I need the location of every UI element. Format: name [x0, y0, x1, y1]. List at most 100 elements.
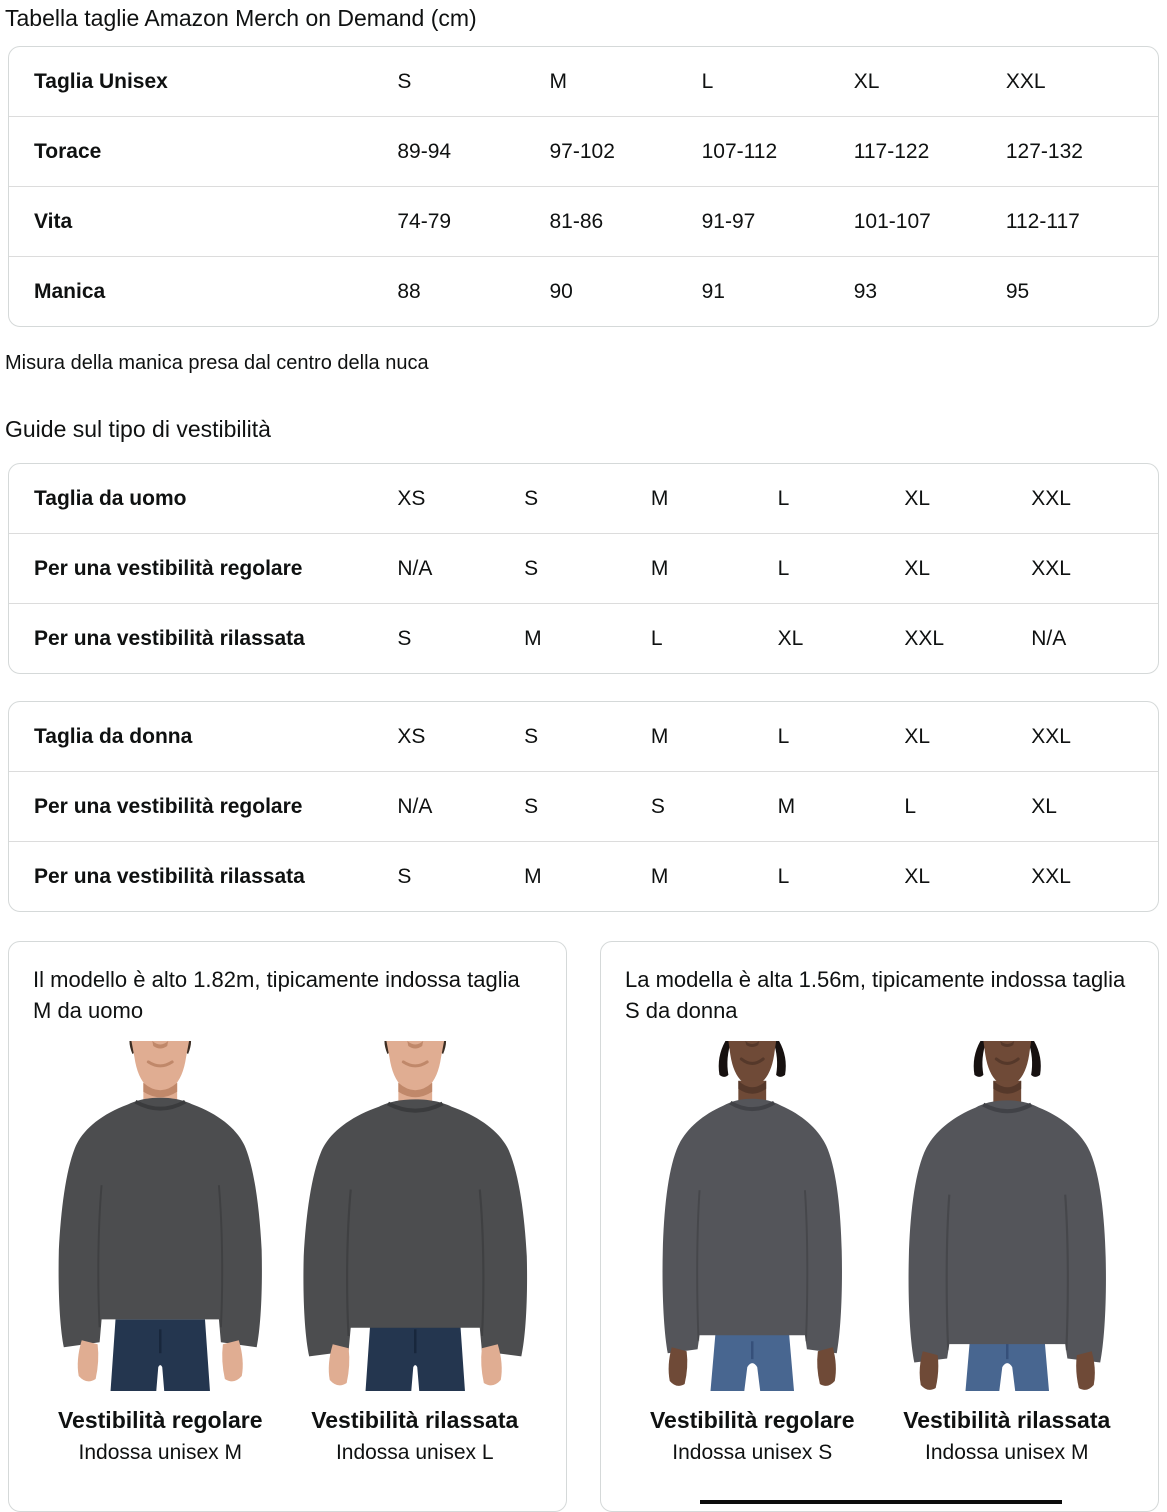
row-value: XXL: [904, 603, 1032, 673]
table-row: Taglia da donna XS S M L XL XXL: [9, 702, 1158, 772]
men-figure-relaxed: Vestibilità rilassata Indossa unisex L: [288, 1040, 543, 1465]
row-value: S: [397, 603, 525, 673]
row-value: XS: [397, 486, 426, 510]
table-row: Manica 88 90 91 93 95: [9, 256, 1158, 326]
model-hands: [328, 1344, 502, 1386]
row-value: 112-117: [1005, 186, 1158, 257]
woman-regular-photo: [662, 1041, 842, 1391]
row-label: Per una vestibilità regolare: [9, 533, 398, 604]
women-figures: Vestibilità regolare Indossa unisex S: [625, 1040, 1134, 1465]
size-table: Taglia Unisex S M L XL XXL Torace 89-94 97-102 10…: [8, 46, 1159, 327]
card-men-model: Il modello è alto 1.82m, tipicamente ind…: [8, 941, 567, 1512]
men-figures: Vestibilità regolare Indossa unisex M: [33, 1040, 542, 1465]
row-label: Taglia Unisex: [34, 69, 168, 93]
row-value: M: [650, 841, 778, 911]
row-value: L: [777, 486, 790, 510]
row-value: XL: [777, 603, 905, 673]
table-row: Per una vestibilità rilassata S M M L XL XXL: [9, 841, 1158, 911]
page-title: Tabella taglie Amazon Merch on Demand (c…: [5, 5, 477, 31]
row-value: XL: [853, 69, 880, 93]
row-value: S: [524, 533, 651, 604]
row-value: S: [524, 724, 539, 748]
row-value: 89-94: [397, 116, 550, 187]
fit-guide-title: Guide sul tipo di vestibilità: [5, 416, 271, 442]
row-label: Vita: [9, 186, 398, 257]
model-jeans: [110, 1319, 210, 1391]
woman-relaxed-photo: [908, 1041, 1106, 1391]
row-value: M: [524, 841, 651, 911]
row-value: L: [777, 841, 905, 911]
row-value: 90: [549, 256, 702, 326]
fit-table-women: Taglia da donna XS S M L XL XXL Per una vestibi…: [8, 701, 1159, 912]
table-row: Torace 89-94 97-102 107-112 117-122 127-132: [9, 116, 1158, 187]
row-label: Torace: [9, 116, 398, 187]
model-jeans: [365, 1319, 465, 1391]
row-label: Per una vestibilità regolare: [9, 771, 398, 842]
row-value: XXL: [1031, 486, 1071, 510]
fit-label: Vestibilità rilassata: [903, 1407, 1111, 1433]
row-value: XL: [1031, 771, 1158, 842]
size-label: Indossa unisex M: [78, 1441, 242, 1464]
model-shirt: [58, 1097, 262, 1348]
row-value: 93: [853, 256, 1006, 326]
women-figure-regular: Vestibilità regolare Indossa unisex S: [625, 1040, 880, 1465]
row-value: 107-112: [701, 116, 854, 187]
model-head: [383, 1041, 446, 1111]
row-value: XXL: [1031, 841, 1158, 911]
model-head: [973, 1041, 1041, 1107]
row-value: M: [650, 724, 669, 748]
row-value: L: [650, 603, 778, 673]
row-value: 101-107: [853, 186, 1006, 257]
row-label: Taglia da uomo: [34, 486, 187, 510]
table-row: Per una vestibilità regolare N/A S M L XL XXL: [9, 533, 1158, 604]
card-women-model: La modella è alta 1.56m, tipicamente ind…: [600, 941, 1159, 1512]
row-value: N/A: [397, 533, 525, 604]
fit-table-men: Taglia da uomo XS S M L XL XXL Per una vestibil…: [8, 463, 1159, 674]
row-value: 81-86: [549, 186, 702, 257]
row-label: Per una vestibilità rilassata: [9, 841, 398, 911]
row-value: XL: [904, 724, 931, 748]
table-row: Taglia da uomo XS S M L XL XXL: [9, 464, 1158, 534]
row-value: M: [650, 533, 778, 604]
model-hands: [77, 1340, 243, 1382]
row-value: S: [650, 771, 778, 842]
row-value: S: [524, 771, 651, 842]
man-relaxed-photo: [302, 1041, 527, 1391]
row-label: Manica: [9, 256, 398, 326]
row-value: L: [904, 771, 1032, 842]
row-value: L: [777, 724, 790, 748]
sleeve-measure-note: Misura della manica presa dal centro del…: [5, 352, 429, 374]
row-value: 88: [397, 256, 550, 326]
men-figure-regular: Vestibilità regolare Indossa unisex M: [33, 1040, 288, 1465]
row-value: M: [650, 486, 669, 510]
row-value: XS: [397, 724, 426, 748]
table-row: Per una vestibilità regolare N/A S S M L XL: [9, 771, 1158, 842]
row-label: Taglia da donna: [34, 724, 193, 748]
row-value: N/A: [397, 771, 525, 842]
row-value: M: [777, 771, 905, 842]
model-hands: [919, 1351, 1095, 1390]
row-value: XL: [904, 533, 1032, 604]
women-figure-relaxed: Vestibilità rilassata Indossa unisex M: [880, 1040, 1135, 1465]
row-value: L: [777, 533, 905, 604]
model-head: [718, 1041, 786, 1107]
model-hands: [668, 1347, 836, 1386]
row-label: Per una vestibilità rilassata: [9, 603, 398, 673]
women-card-heading: La modella è alta 1.56m, tipicamente ind…: [625, 967, 1126, 1023]
row-value: XXL: [1031, 724, 1071, 748]
size-label: Indossa unisex S: [672, 1441, 833, 1464]
model-shirt: [908, 1100, 1106, 1363]
row-value: L: [701, 69, 714, 93]
model-shirt: [302, 1099, 527, 1357]
row-value: XL: [904, 841, 1032, 911]
row-value: 95: [1005, 256, 1158, 326]
table-row: Taglia Unisex S M L XL XXL: [9, 47, 1158, 117]
row-value: 97-102: [549, 116, 702, 187]
size-label: Indossa unisex M: [925, 1441, 1089, 1464]
row-value: 91: [701, 256, 854, 326]
fit-label: Vestibilità regolare: [649, 1407, 855, 1433]
fit-label: Vestibilità regolare: [57, 1407, 263, 1433]
row-value: 91-97: [701, 186, 854, 257]
row-value: S: [397, 69, 412, 93]
man-regular-photo: [58, 1041, 262, 1391]
